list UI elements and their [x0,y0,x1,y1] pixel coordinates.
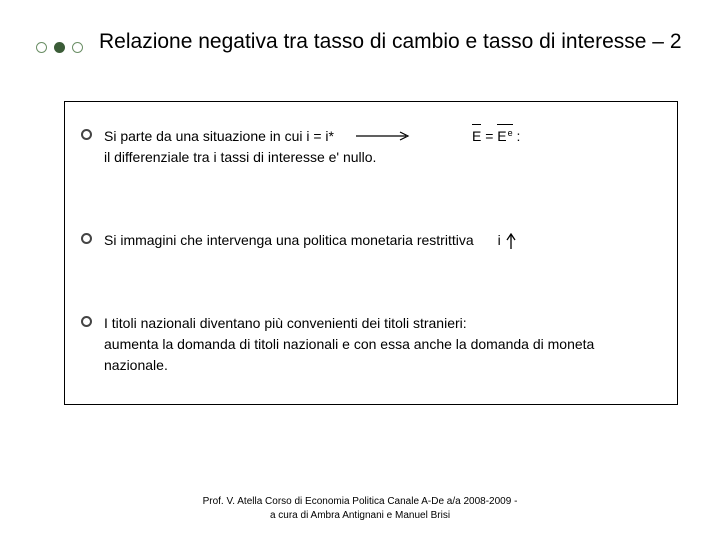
bullet-item-3: I titoli nazionali diventano più conveni… [81,313,661,376]
bullet3-line2: aumenta la domanda di titoli nazionali e… [104,334,661,376]
footer-line1: Prof. V. Atella Corso di Economia Politi… [0,495,720,509]
bullet2-text: Si immagini che intervenga una politica … [104,230,474,251]
equation-E-bar: E [472,126,481,147]
bullet-item-1: Si parte da una situazione in cui i = i*… [81,126,661,168]
equation-Ee-bar: Ee [497,126,512,147]
bullet-body: Si parte da una situazione in cui i = i*… [104,126,661,168]
dot-icon [36,42,47,53]
bullet3-line1: I titoli nazionali diventano più conveni… [104,313,661,334]
equation-eq: = [481,128,497,144]
bullet-ring-icon [81,316,92,327]
dot-icon [72,42,83,53]
bullet1-top-row: Si parte da una situazione in cui i = i*… [104,126,661,147]
footer: Prof. V. Atella Corso di Economia Politi… [0,495,720,522]
dot-icon [54,42,65,53]
equation-Ee-sup: e [508,128,513,138]
bullet-ring-icon [81,129,92,140]
bullet1-line2: il differenziale tra i tassi di interess… [104,147,661,168]
bullet-body: Si immagini che intervenga una politica … [104,230,661,251]
bullet-body: I titoli nazionali diventano più conveni… [104,313,661,376]
arrow-right-icon [356,131,414,141]
equation-tail: : [513,128,521,144]
decorative-dots [36,42,83,53]
slide: Relazione negativa tra tasso di cambio e… [0,0,720,540]
equation-Ee-E: E [497,128,506,144]
i-increase: i [498,230,516,251]
bullet-ring-icon [81,233,92,244]
symbol-i: i [498,230,501,251]
bullet1-text-left: Si parte da una situazione in cui i = i* [104,126,334,147]
equation: E = Ee : [472,126,520,147]
header-row: Relazione negativa tra tasso di cambio e… [36,28,684,55]
footer-line2: a cura di Ambra Antignani e Manuel Brisi [0,509,720,523]
page-title: Relazione negativa tra tasso di cambio e… [99,28,682,55]
content-box: Si parte da una situazione in cui i = i*… [64,101,678,405]
bullet-item-2: Si immagini che intervenga una politica … [81,230,661,251]
arrow-up-icon [506,233,516,249]
